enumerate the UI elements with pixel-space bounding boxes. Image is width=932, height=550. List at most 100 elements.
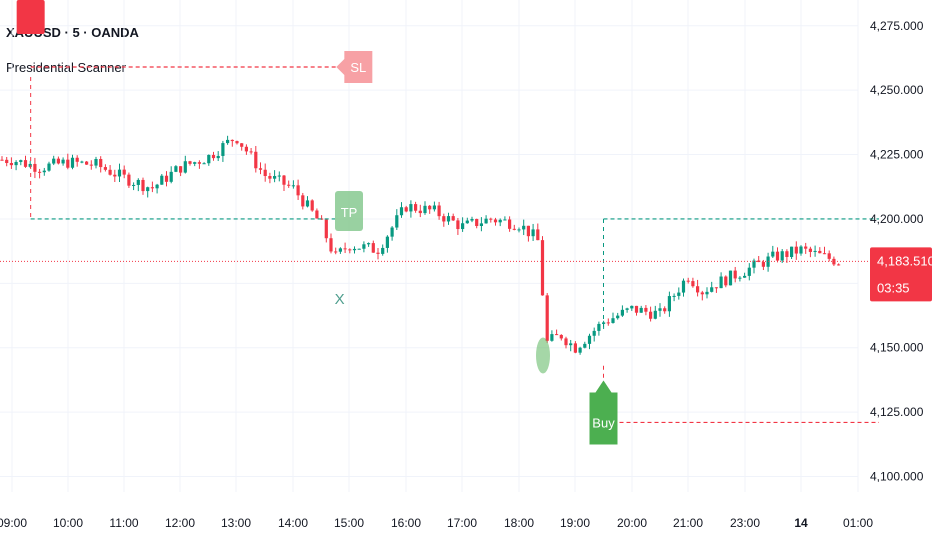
candle-body	[700, 292, 704, 295]
candle-body	[686, 280, 690, 282]
candle-body	[724, 276, 728, 286]
candle-body	[592, 330, 596, 336]
candle-body	[461, 223, 465, 230]
current-price-box	[870, 247, 932, 302]
candle-body	[249, 151, 253, 153]
x-tick-label: 09:00	[0, 516, 27, 530]
x-tick-label: 10:00	[53, 516, 83, 530]
y-tick-label: 4,250.000	[870, 83, 924, 97]
candle-body	[503, 219, 507, 221]
y-tick-label: 4,150.000	[870, 341, 924, 355]
x-tick-label: 17:00	[447, 516, 477, 530]
candle-body	[193, 162, 197, 164]
candle-body	[371, 243, 375, 253]
candle-body	[169, 171, 173, 182]
candle-body	[305, 200, 310, 207]
candle-body	[188, 161, 192, 164]
candle-body	[672, 295, 676, 297]
candle-body	[555, 334, 559, 336]
candle-body	[9, 163, 13, 166]
candle-body	[56, 158, 60, 164]
candle-body	[522, 225, 526, 230]
entry-marker	[16, 0, 45, 34]
candle-body	[587, 335, 592, 344]
candle-body	[578, 347, 582, 353]
candle-body	[437, 205, 441, 217]
candle-body	[808, 248, 812, 252]
candle-body	[296, 185, 300, 196]
candle-body	[70, 157, 75, 168]
candle-body	[385, 236, 389, 248]
candle-body	[489, 218, 493, 220]
candle-body	[649, 311, 653, 319]
candle-body	[367, 243, 371, 245]
candle-body	[85, 161, 89, 165]
candle-body	[677, 292, 681, 296]
candle-body	[52, 158, 56, 164]
y-tick-label: 4,100.000	[870, 470, 924, 484]
candle-body	[743, 275, 747, 278]
candle-body	[183, 161, 187, 173]
candle-body	[80, 161, 84, 163]
candle-body	[775, 251, 780, 261]
x-tick-label: 12:00	[165, 516, 195, 530]
candle-body	[512, 228, 516, 230]
x-tick-label: 15:00	[334, 516, 364, 530]
candle-body	[446, 216, 451, 222]
countdown-label: 03:35	[877, 280, 910, 295]
candle-body	[418, 210, 422, 214]
candle-body	[804, 246, 808, 249]
candle-body	[681, 280, 686, 293]
candle-body	[117, 169, 122, 177]
candle-body	[348, 249, 352, 251]
current-price-tag: 4,183.510 03:35	[0, 247, 932, 302]
candle-body	[258, 168, 263, 170]
candle-body	[564, 338, 568, 346]
candle-body	[771, 251, 775, 257]
candle-body	[94, 158, 98, 166]
signal-overlays: SL TP X Buy	[16, 0, 879, 445]
current-price-label: 4,183.510	[877, 253, 932, 268]
candle-body	[738, 277, 742, 279]
candle-body	[146, 187, 150, 192]
candle-body	[540, 240, 545, 296]
candle-body	[757, 260, 761, 263]
candle-body	[132, 184, 136, 186]
candle-body	[625, 308, 629, 310]
candle-body	[226, 139, 230, 144]
candle-body	[691, 281, 695, 287]
y-tick-label: 4,225.000	[870, 148, 924, 162]
candle-body	[409, 204, 413, 212]
candle-body	[606, 322, 610, 324]
candle-body	[399, 207, 404, 216]
candle-body	[451, 216, 455, 221]
candle-body	[790, 246, 794, 257]
candle-body	[291, 185, 295, 187]
candle-body	[301, 195, 305, 207]
candle-body	[179, 166, 183, 173]
candle-body	[470, 218, 474, 221]
candle-body	[282, 175, 286, 185]
candle-body	[611, 318, 615, 323]
candle-body	[23, 160, 28, 167]
candle-body	[620, 309, 624, 316]
buy-label: Buy	[592, 415, 615, 430]
candle-body	[493, 219, 498, 223]
candle-body	[221, 143, 225, 156]
candle-body	[785, 251, 789, 257]
candle-body	[89, 164, 93, 166]
candle-body	[639, 307, 643, 313]
candle-body	[263, 169, 267, 177]
candle-body	[550, 334, 554, 341]
candle-body	[484, 218, 488, 224]
candle-body	[719, 276, 723, 289]
candle-body	[616, 315, 620, 319]
candle-body	[19, 160, 23, 162]
x-tick-label: 13:00	[221, 516, 251, 530]
buy-label-box	[589, 380, 618, 445]
candle-body	[663, 308, 667, 312]
candle-body	[705, 291, 709, 295]
candle-body	[414, 204, 418, 211]
signal-oval	[536, 337, 550, 374]
